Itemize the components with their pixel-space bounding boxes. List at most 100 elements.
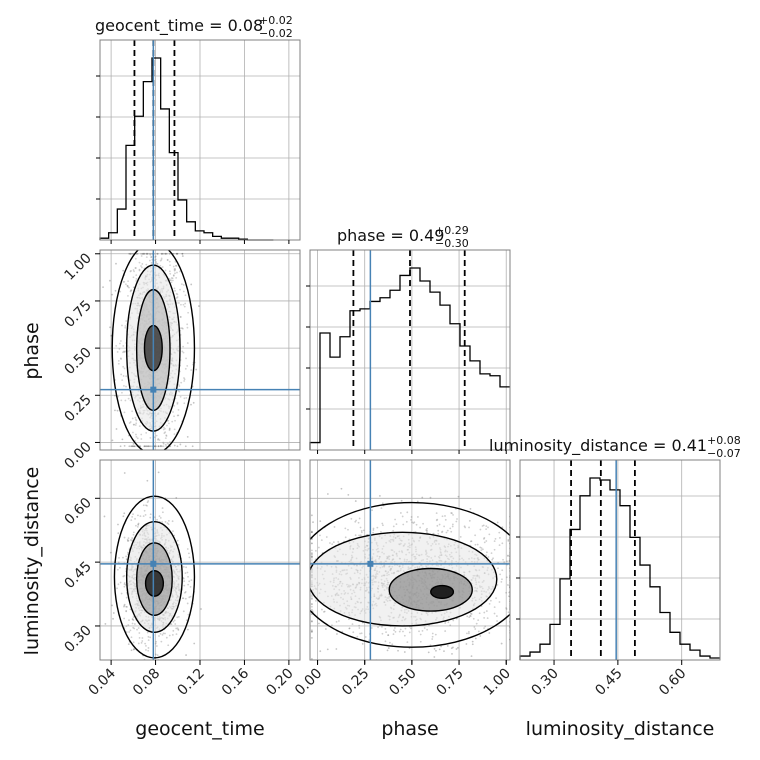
sample-point bbox=[505, 608, 508, 610]
sample-point bbox=[153, 436, 156, 439]
sample-point bbox=[163, 426, 165, 429]
sample-point bbox=[185, 397, 188, 399]
sample-point bbox=[423, 627, 426, 629]
sample-point bbox=[147, 639, 150, 642]
sample-point bbox=[393, 627, 396, 629]
truth-marker bbox=[150, 386, 157, 393]
sample-point bbox=[134, 257, 137, 260]
sample-point bbox=[122, 269, 125, 272]
sample-point bbox=[164, 252, 167, 255]
sample-point bbox=[488, 533, 491, 536]
sample-point bbox=[394, 518, 396, 521]
sample-point bbox=[145, 504, 147, 507]
tick-label-x: 0.08 bbox=[130, 666, 163, 699]
sample-point bbox=[125, 283, 127, 286]
sample-point bbox=[138, 636, 141, 639]
sample-point bbox=[310, 603, 313, 605]
sample-point bbox=[117, 523, 119, 526]
sample-point bbox=[103, 515, 106, 518]
sample-point bbox=[167, 419, 170, 422]
sample-point bbox=[131, 515, 134, 518]
sample-point bbox=[177, 302, 180, 304]
sample-point bbox=[147, 445, 150, 448]
sample-point bbox=[182, 597, 185, 600]
sample-point bbox=[111, 439, 114, 442]
sample-point bbox=[387, 662, 389, 664]
sample-point bbox=[171, 279, 174, 282]
sample-point bbox=[165, 252, 168, 255]
sample-point bbox=[185, 357, 187, 360]
sample-point bbox=[176, 271, 178, 274]
title-phase: phase = 0.49 bbox=[337, 226, 444, 245]
sample-point bbox=[488, 632, 491, 634]
grid-layer bbox=[100, 40, 720, 660]
sample-point bbox=[166, 259, 169, 261]
sample-point bbox=[181, 327, 184, 330]
sample-point bbox=[395, 523, 398, 526]
sample-point bbox=[372, 529, 375, 531]
tick-label-x: 0.12 bbox=[174, 666, 207, 699]
sample-point bbox=[376, 526, 379, 529]
sample-point bbox=[182, 345, 185, 348]
sample-point bbox=[421, 629, 424, 632]
sample-point bbox=[167, 519, 170, 522]
sample-point bbox=[488, 603, 491, 605]
sample-point bbox=[418, 630, 420, 633]
sample-point bbox=[347, 493, 350, 496]
tick-label-y: 0.25 bbox=[61, 392, 94, 425]
sample-point bbox=[468, 519, 471, 522]
sample-point bbox=[130, 445, 132, 448]
sample-point bbox=[166, 442, 169, 445]
sample-point bbox=[360, 531, 363, 534]
sample-point bbox=[137, 627, 140, 629]
sample-point bbox=[505, 591, 508, 594]
sample-point bbox=[392, 633, 395, 636]
sample-point bbox=[143, 509, 146, 512]
sample-point bbox=[437, 532, 440, 535]
sample-point bbox=[134, 445, 136, 448]
sample-point bbox=[147, 635, 150, 638]
sample-point bbox=[496, 521, 499, 524]
sample-point bbox=[451, 652, 453, 655]
sample-point bbox=[187, 552, 190, 555]
sample-point bbox=[506, 584, 509, 586]
sample-point bbox=[146, 252, 149, 255]
sample-point bbox=[165, 434, 168, 437]
sample-point bbox=[184, 597, 187, 600]
sample-point bbox=[135, 524, 137, 527]
sample-point bbox=[123, 604, 126, 607]
sample-point bbox=[480, 547, 483, 549]
panel-content bbox=[102, 250, 200, 450]
sample-point bbox=[120, 373, 123, 376]
sample-point bbox=[433, 656, 436, 658]
sample-point bbox=[507, 595, 510, 598]
sample-point bbox=[186, 326, 189, 329]
sample-point bbox=[310, 552, 313, 555]
sample-point bbox=[187, 311, 190, 314]
sample-point bbox=[161, 252, 164, 255]
sample-point bbox=[120, 592, 123, 595]
sample-point bbox=[169, 264, 171, 267]
sample-point bbox=[126, 540, 129, 542]
sample-point bbox=[155, 645, 158, 647]
sample-point bbox=[385, 631, 387, 634]
sample-point bbox=[181, 255, 184, 257]
sample-point bbox=[451, 523, 454, 526]
sample-point bbox=[387, 647, 390, 649]
sample-point bbox=[145, 252, 148, 255]
sample-point bbox=[319, 520, 322, 523]
sample-point bbox=[161, 671, 163, 673]
sample-point bbox=[372, 527, 375, 530]
sample-point bbox=[436, 524, 439, 527]
sample-point bbox=[162, 632, 165, 635]
contour-line bbox=[144, 569, 165, 597]
panel-2d-phase-luminosity-distance-content bbox=[310, 487, 510, 664]
sample-point bbox=[102, 286, 104, 289]
sample-point bbox=[413, 521, 416, 524]
sample-point bbox=[452, 646, 454, 649]
sample-point bbox=[171, 633, 174, 636]
sample-point bbox=[412, 522, 415, 525]
sample-point bbox=[134, 424, 137, 426]
sample-point bbox=[154, 653, 157, 656]
sample-point bbox=[310, 594, 313, 596]
